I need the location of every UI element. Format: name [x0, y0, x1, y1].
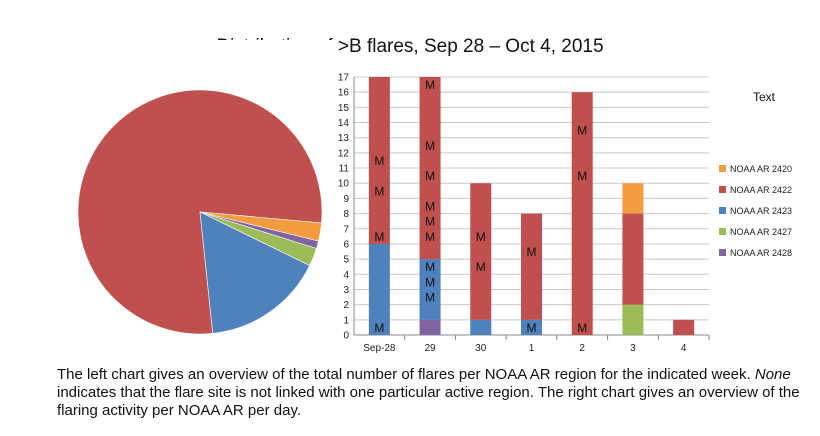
y-tick-label: 16 [338, 88, 350, 99]
bar-annotation: M [577, 124, 587, 138]
x-tick-label: 29 [425, 343, 437, 354]
bar-annotation: M [425, 260, 435, 274]
bar-annotation: M [527, 245, 537, 259]
bar-annotation: M [374, 321, 384, 335]
bar-noaa-ar-2422-1 [521, 213, 542, 320]
caption-text-2: indicates that the flare site is not lin… [57, 384, 800, 419]
pie-chart [77, 89, 323, 335]
legend-swatch-noaa-ar-2420 [719, 165, 726, 172]
bar-annotation: M [425, 291, 435, 305]
y-tick-label: 12 [338, 148, 350, 159]
figure-caption: The left chart gives an overview of the … [57, 366, 809, 420]
bar-annotation: M [374, 230, 384, 244]
legend-title: Text [753, 90, 776, 104]
bar-annotation: M [425, 215, 435, 229]
legend-swatch-noaa-ar-2428 [719, 249, 726, 256]
bar-noaa-ar-2422-4 [673, 319, 695, 335]
x-tick-label: 1 [529, 343, 535, 354]
y-tick-label: 9 [343, 194, 349, 205]
legend-swatch-noaa-ar-2427 [719, 228, 726, 235]
legend-swatch-noaa-ar-2422 [719, 186, 726, 193]
legend-label-noaa-ar-2428: NOAA AR 2428 [730, 248, 792, 258]
y-tick-label: 4 [343, 270, 349, 281]
bar-noaa-ar-2422-sep-28 [368, 77, 390, 244]
bar-noaa-ar-2422-29 [419, 77, 441, 260]
bar-noaa-ar-2422-2 [571, 92, 593, 336]
pie-chart-panel [10, 40, 335, 345]
x-tick-label: 3 [630, 343, 636, 354]
y-tick-label: 11 [339, 164, 350, 175]
y-tick-label: 14 [338, 118, 350, 129]
bar-noaa-ar-2422-30 [470, 183, 492, 320]
bar-annotation: M [577, 321, 587, 335]
bar-noaa-ar-2422-3 [622, 213, 644, 305]
bar-chart-panel: 0 1 2 3 4 5 6 7 8 9 10 11 12 13 14 15 16 17 Sep-28 29 30 1 2 3 4… [334, 64, 808, 360]
bar-noaa-ar-2428-29 [419, 319, 441, 335]
y-tick-label: 1 [343, 315, 349, 326]
bar-annotation: M [425, 200, 435, 214]
legend-label-noaa-ar-2427: NOAA AR 2427 [730, 227, 792, 237]
bar-annotation: M [425, 169, 435, 183]
y-tick-label: 7 [343, 224, 349, 235]
caption-emphasis: None [754, 366, 791, 383]
pie-slice-noaa-ar-2423 [199, 211, 311, 334]
y-tick-label: 10 [338, 179, 350, 190]
bar-annotation: M [476, 230, 486, 244]
bar-annotation: M [374, 184, 384, 198]
bar-noaa-ar-2423-30 [470, 319, 492, 335]
x-tick-label: 30 [475, 343, 487, 354]
y-tick-label: 13 [338, 133, 350, 144]
bar-noaa-ar-2423-1 [521, 319, 542, 335]
bar-annotation: M [425, 78, 435, 92]
y-tick-label: 3 [343, 285, 349, 296]
y-tick-label: 8 [343, 209, 349, 220]
bar-annotation: M [425, 275, 435, 289]
bar-noaa-ar-2420-3 [622, 183, 644, 214]
bar-noaa-ar-2427-3 [622, 304, 644, 335]
x-tick-label: 2 [579, 343, 585, 354]
x-tick-label: Sep-28 [363, 343, 396, 354]
y-tick-label: 15 [338, 103, 350, 114]
bar-annotation: M [577, 169, 587, 183]
y-tick-label: 0 [343, 331, 349, 342]
caption-text-1: The left chart gives an overview of the … [57, 366, 755, 383]
y-tick-label: 5 [343, 255, 349, 266]
bar-annotation: M [425, 139, 435, 153]
legend-label-noaa-ar-2422: NOAA AR 2422 [730, 185, 792, 195]
bar-annotation: M [476, 260, 486, 274]
y-tick-label: 6 [343, 239, 349, 250]
bar-annotation: M [527, 321, 537, 335]
bar-annotation: M [425, 230, 435, 244]
bar-noaa-ar-2423-sep-28 [368, 243, 390, 335]
legend-label-noaa-ar-2423: NOAA AR 2423 [730, 206, 792, 216]
legend-swatch-noaa-ar-2423 [719, 207, 726, 214]
bar-noaa-ar-2423-29 [419, 259, 441, 320]
x-tick-label: 4 [681, 343, 687, 354]
y-tick-label: 17 [338, 73, 350, 84]
bar-annotation: M [374, 154, 384, 168]
legend-label-noaa-ar-2420: NOAA AR 2420 [730, 164, 792, 174]
y-tick-label: 2 [343, 300, 349, 311]
